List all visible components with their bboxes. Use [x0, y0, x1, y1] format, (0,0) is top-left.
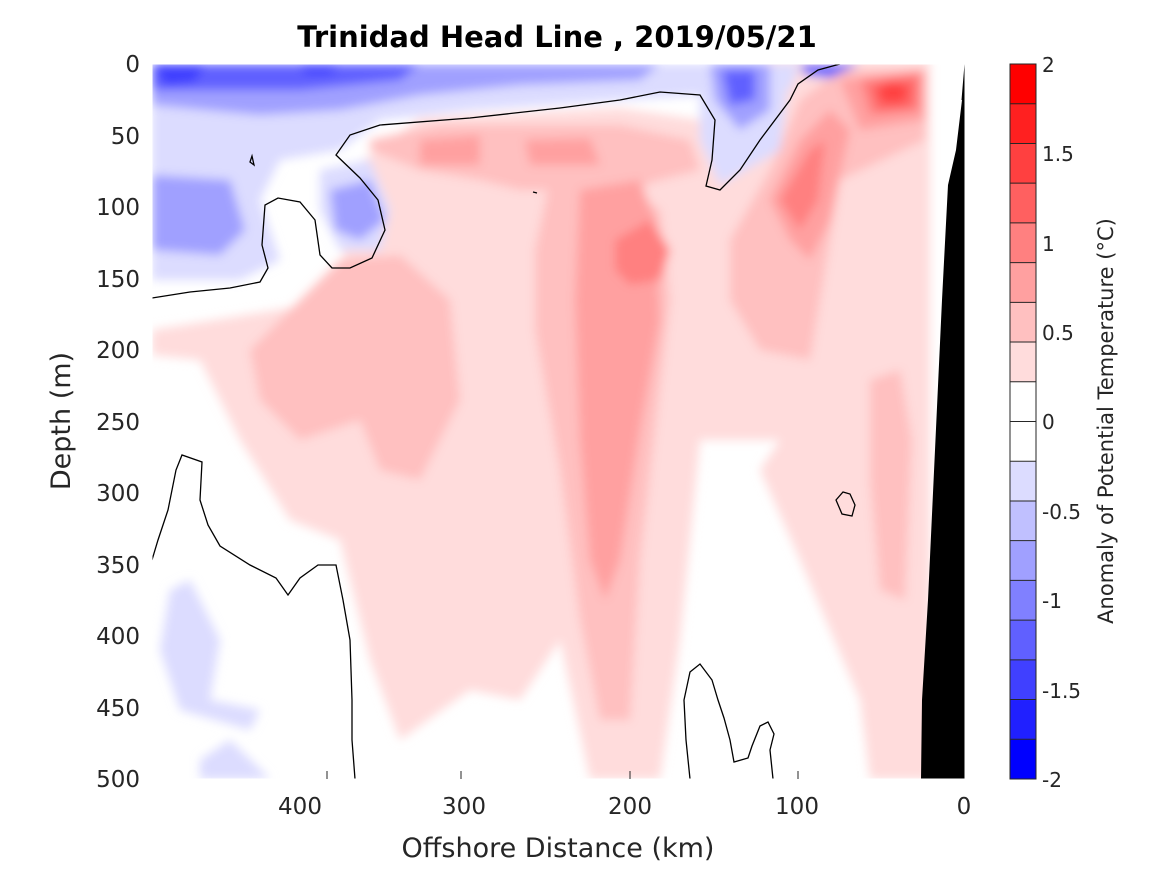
contour-line — [249, 153, 256, 167]
y-tick-label: 200 — [96, 338, 140, 364]
y-tick-label: 100 — [96, 195, 140, 221]
cold-level-4 — [155, 64, 340, 86]
cold-region — [152, 175, 245, 255]
y-tick-label: 350 — [96, 553, 140, 579]
y-tick-label: 0 — [125, 52, 140, 78]
bathymetry-land — [921, 64, 965, 779]
colorbar-bands — [1010, 64, 1036, 780]
x-tick-label: 200 — [608, 794, 652, 820]
colorbar-band — [1010, 461, 1036, 502]
y-tick-label: 450 — [96, 696, 140, 722]
y-tick-label: 400 — [96, 624, 140, 650]
anomaly-field — [152, 64, 965, 779]
warm-region — [615, 220, 670, 285]
y-tick-label: 250 — [96, 410, 140, 436]
y-tick-label: 500 — [96, 767, 140, 793]
contour-fill — [152, 64, 930, 779]
x-axis-label: Offshore Distance (km) — [402, 833, 715, 864]
colorbar-band — [1010, 699, 1036, 740]
zero-contour — [152, 64, 856, 779]
colorbar-band — [1010, 302, 1036, 343]
y-axis-label: Depth (m) — [46, 352, 77, 490]
colorbar-tick-label: 1.5 — [1042, 142, 1074, 166]
colorbar-band — [1010, 500, 1036, 542]
tick-marks — [326, 771, 799, 779]
contour-line — [532, 191, 538, 194]
cold-region — [300, 64, 340, 74]
x-axis: 400 300 200 100 0 Offshore Distance (km) — [278, 794, 971, 864]
colorbar-tick-label: 1 — [1042, 232, 1055, 256]
colorbar-tick-label: 0.5 — [1042, 321, 1074, 345]
y-axis: 0 50 100 150 200 250 300 350 400 450 500… — [46, 52, 140, 793]
cold-region — [160, 580, 260, 730]
colorbar-band — [1010, 262, 1036, 303]
cold-region — [200, 740, 270, 779]
y-tick-label: 50 — [111, 124, 140, 150]
plot-area — [151, 63, 966, 780]
cold-region — [155, 64, 205, 86]
colorbar-band — [1010, 739, 1036, 780]
x-tick-label: 0 — [957, 794, 972, 820]
warm-region — [780, 140, 825, 230]
y-tick-label: 150 — [96, 267, 140, 293]
warm-region — [250, 255, 460, 480]
cold-region — [152, 64, 420, 90]
colorbar-band — [1010, 580, 1036, 621]
colorbar-band — [1010, 183, 1036, 224]
colorbar-tick-label: -2 — [1042, 768, 1062, 792]
cold-region — [800, 64, 860, 78]
warm-region — [575, 180, 660, 600]
contour-line — [152, 454, 356, 779]
x-tick-label: 400 — [278, 794, 322, 820]
plot-frame — [151, 63, 966, 780]
colorbar-band — [1010, 620, 1036, 661]
chart-title: Trinidad Head Line , 2019/05/21 — [297, 20, 817, 54]
warm-region — [870, 370, 912, 600]
warm-level-6 — [879, 82, 907, 102]
y-tick-label: 300 — [96, 481, 140, 507]
colorbar-tick-label: 0 — [1042, 410, 1055, 434]
warm-region — [525, 138, 600, 165]
cold-level-3 — [152, 64, 860, 105]
cold-region — [722, 70, 755, 105]
cold-region — [152, 64, 800, 280]
colorbar-band — [1010, 222, 1036, 264]
colorbar-band — [1010, 342, 1036, 383]
colorbar-tick-label: 2 — [1042, 53, 1055, 77]
colorbar-band — [1010, 659, 1036, 701]
colorbar-band — [1010, 421, 1036, 462]
warm-region — [420, 135, 480, 165]
contour-line — [835, 491, 856, 517]
colorbar-band — [1010, 540, 1036, 581]
colorbar-tick-marks — [1010, 103, 1036, 740]
contour-line — [152, 64, 841, 299]
colorbar-tick-label: -0.5 — [1042, 500, 1081, 524]
cold-region — [330, 180, 385, 240]
colorbar-tick-label: -1 — [1042, 589, 1062, 613]
colorbar-band — [1010, 381, 1036, 422]
colorbar: 2 1.5 1 0.5 0 -0.5 -1 -1.5 -2 Anomaly of… — [1009, 53, 1118, 792]
x-tick-label: 100 — [775, 794, 819, 820]
colorbar-band — [1010, 103, 1036, 144]
warm-core — [879, 82, 907, 102]
contour-line — [683, 663, 775, 779]
colorbar-tick-label: -1.5 — [1042, 679, 1081, 703]
colorbar-band — [1010, 143, 1036, 184]
x-tick-label: 300 — [442, 794, 486, 820]
colorbar-band — [1010, 64, 1036, 105]
colorbar-label: Anomaly of Potential Temperature (°C) — [1094, 218, 1118, 624]
